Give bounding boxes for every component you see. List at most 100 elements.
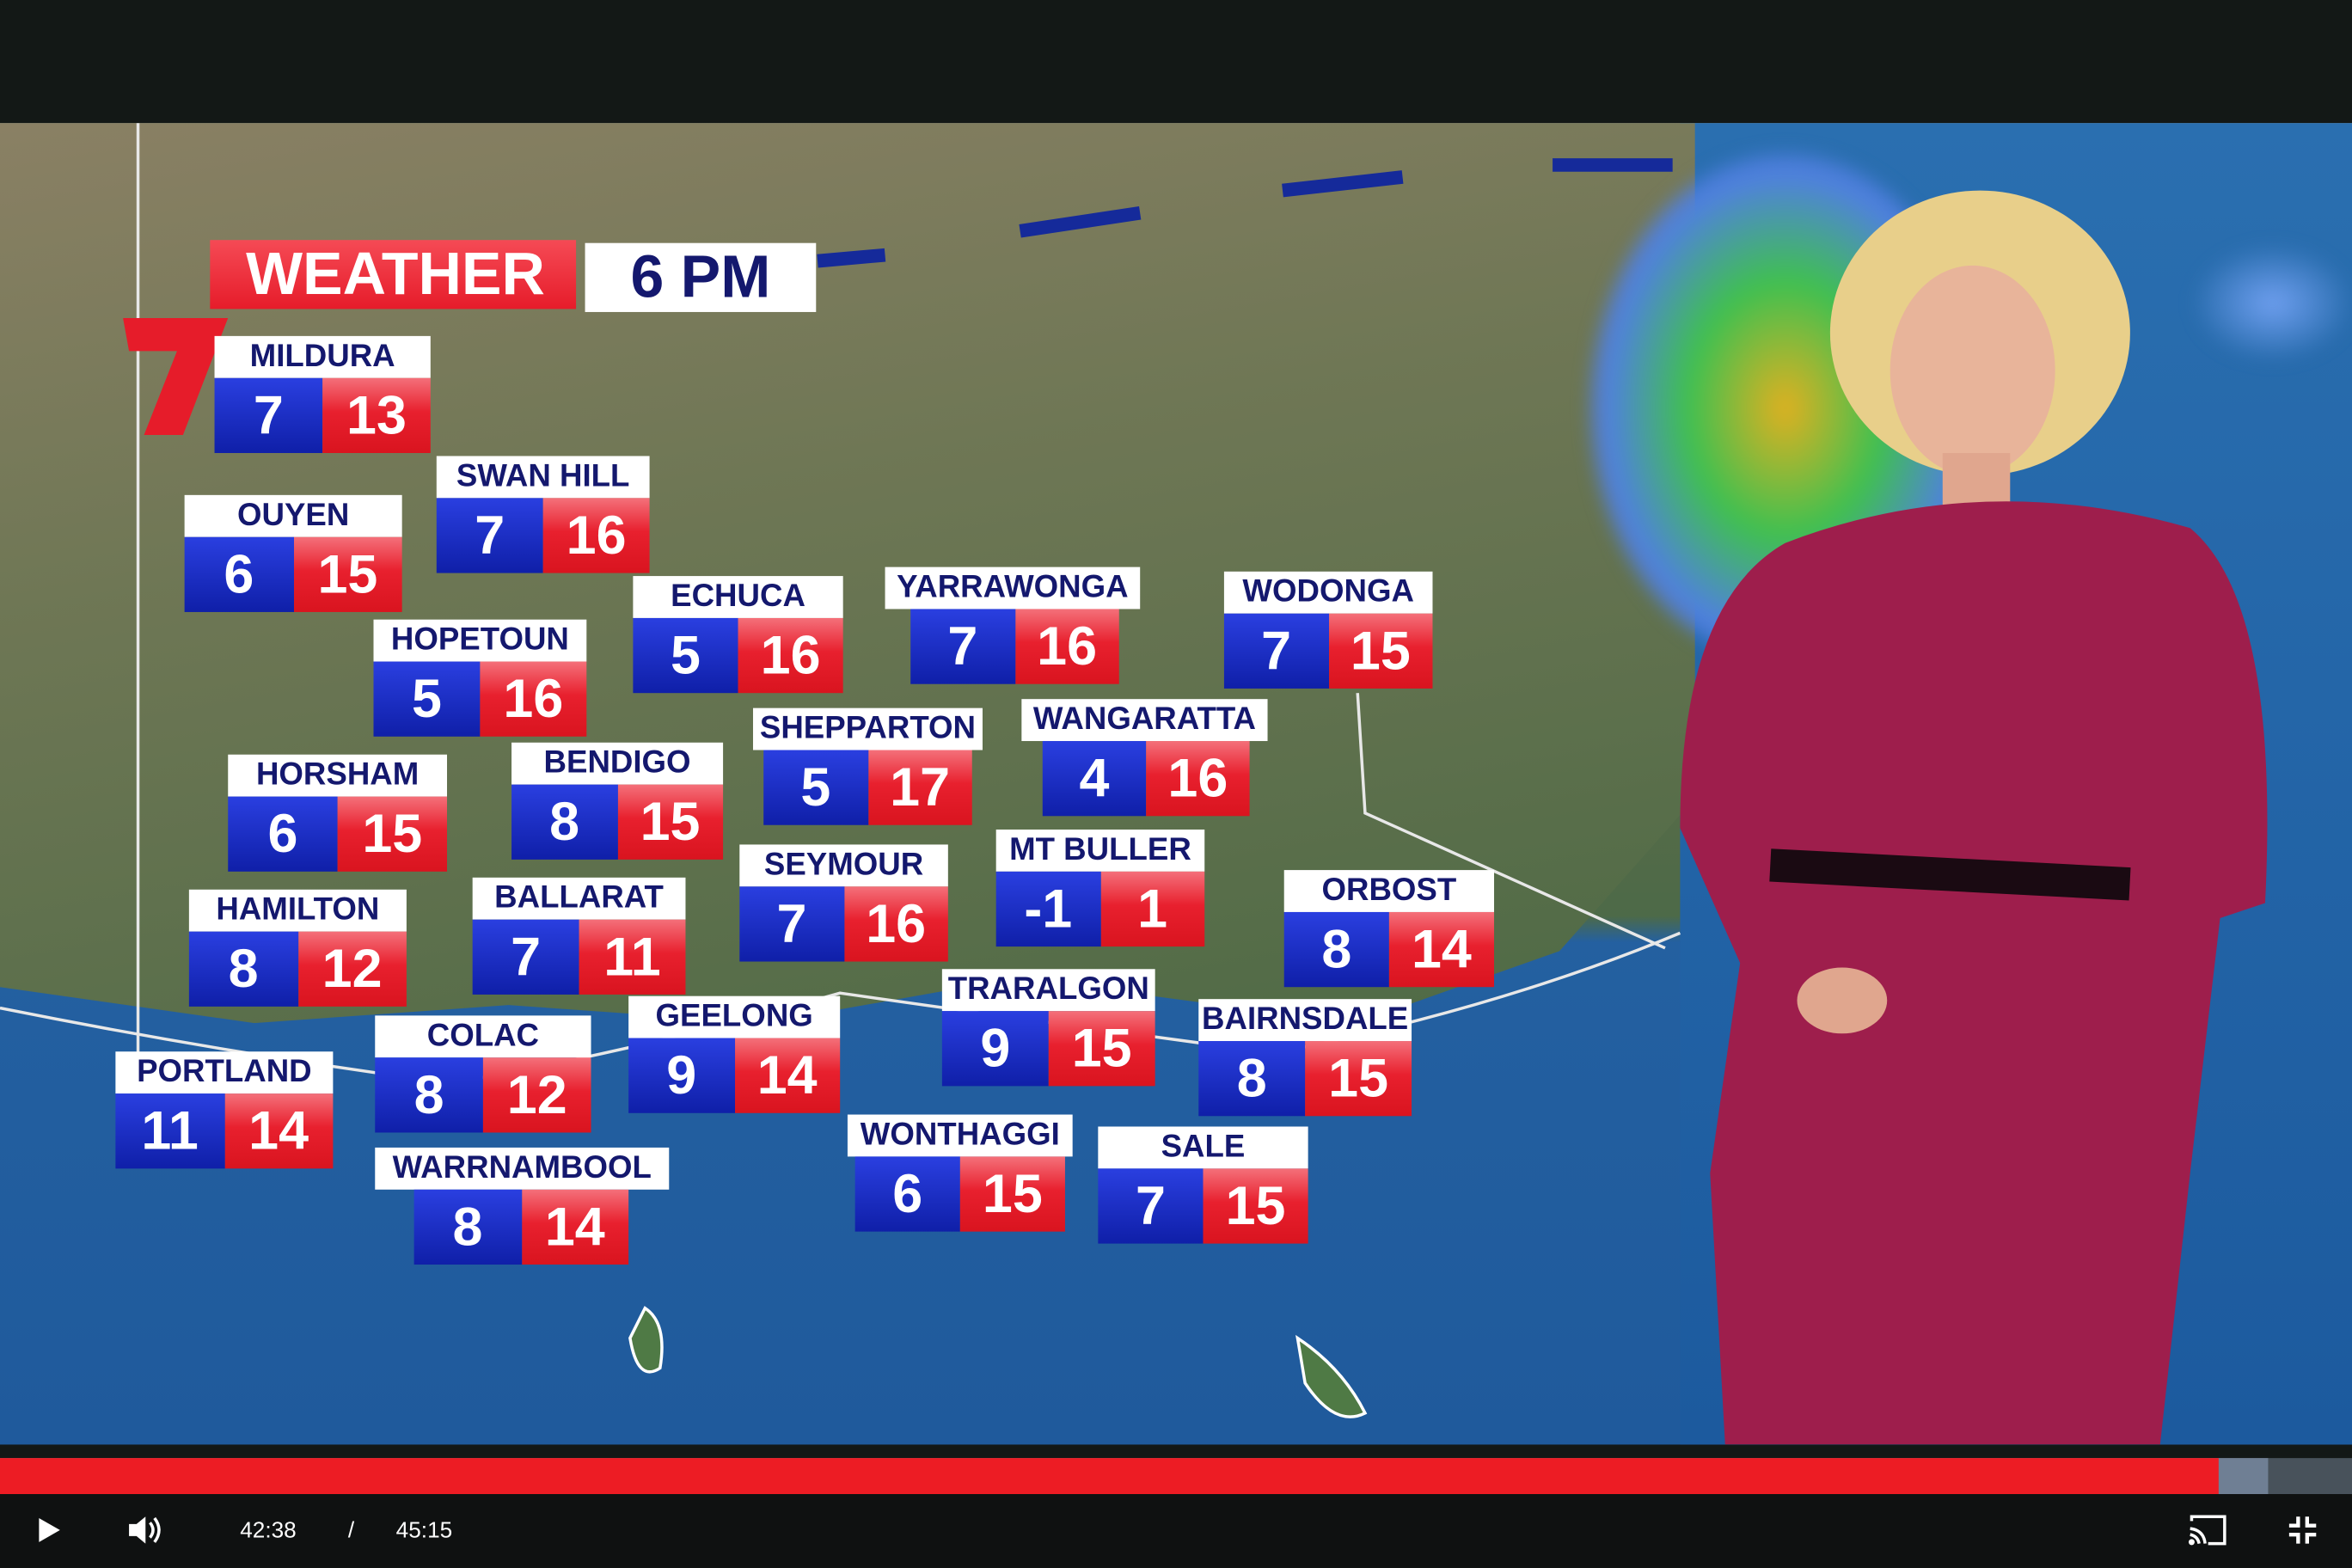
town-label: HOPETOUN bbox=[373, 619, 587, 662]
max-temp: 1 bbox=[1099, 871, 1205, 947]
temperature-row: 6 15 bbox=[184, 536, 402, 612]
town-label: GEELONG bbox=[628, 995, 841, 1038]
town-label: COLAC bbox=[375, 1015, 591, 1058]
play-icon[interactable] bbox=[36, 1515, 63, 1551]
min-temp: 4 bbox=[1042, 741, 1147, 817]
temperature-row: 7 15 bbox=[1223, 613, 1433, 689]
temperature-row: 7 16 bbox=[910, 609, 1119, 684]
temperature-row: 7 13 bbox=[214, 377, 431, 453]
radar-rain bbox=[2190, 242, 2352, 364]
forecast-time: 6 PM bbox=[585, 242, 817, 312]
max-temp: 12 bbox=[482, 1057, 591, 1133]
min-temp: 6 bbox=[854, 1156, 960, 1232]
max-temp: 15 bbox=[1305, 1041, 1412, 1117]
temperature-row: 8 12 bbox=[188, 931, 407, 1007]
weather-banner-title: WEATHER bbox=[210, 240, 577, 309]
temperature-row: 7 11 bbox=[472, 919, 686, 995]
town-label: SHEPPARTON bbox=[752, 707, 983, 750]
time-separator: / bbox=[347, 1517, 355, 1544]
temperature-row: 9 15 bbox=[941, 1011, 1155, 1087]
town-label: SALE bbox=[1098, 1126, 1308, 1169]
min-temp: 8 bbox=[375, 1057, 483, 1133]
temperature-row: 8 14 bbox=[1283, 911, 1495, 988]
town-label: ECHUCA bbox=[633, 576, 843, 618]
town-label: BENDIGO bbox=[511, 742, 724, 785]
min-temp: 7 bbox=[214, 377, 323, 453]
max-temp: 14 bbox=[224, 1093, 334, 1169]
town-label: MILDURA bbox=[214, 335, 431, 378]
max-temp: 14 bbox=[521, 1189, 629, 1265]
max-temp: 14 bbox=[1388, 911, 1495, 988]
max-temp: 15 bbox=[617, 784, 724, 860]
min-temp: 7 bbox=[739, 886, 844, 962]
temperature-row: -1 1 bbox=[995, 871, 1205, 947]
temperature-row: 6 15 bbox=[228, 796, 448, 872]
town-label: BALLARAT bbox=[472, 877, 686, 920]
min-temp: 6 bbox=[184, 536, 294, 612]
temperature-row: 7 16 bbox=[436, 498, 650, 573]
temperature-row: 7 15 bbox=[1098, 1168, 1308, 1244]
max-temp: 16 bbox=[843, 886, 948, 962]
min-temp: 5 bbox=[633, 617, 738, 694]
town-label: ORBOST bbox=[1283, 870, 1495, 912]
temperature-row: 11 14 bbox=[115, 1093, 334, 1169]
max-temp: 16 bbox=[1146, 741, 1250, 817]
min-temp: 7 bbox=[472, 919, 579, 995]
min-temp: 8 bbox=[511, 784, 618, 860]
temperature-row: 5 16 bbox=[373, 661, 587, 737]
town-label: WARRNAMBOOL bbox=[375, 1147, 670, 1190]
max-temp: 12 bbox=[297, 931, 407, 1007]
max-temp: 14 bbox=[734, 1038, 841, 1113]
cast-icon[interactable] bbox=[2187, 1514, 2229, 1553]
max-temp: 16 bbox=[1014, 609, 1119, 684]
min-temp: 8 bbox=[188, 931, 298, 1007]
played-range bbox=[0, 1458, 2219, 1495]
min-temp: 8 bbox=[413, 1189, 522, 1265]
min-temp: 8 bbox=[1198, 1041, 1306, 1117]
max-temp: 15 bbox=[1203, 1168, 1308, 1244]
exit-fullscreen-icon[interactable] bbox=[2286, 1514, 2318, 1553]
min-temp: 11 bbox=[115, 1093, 224, 1169]
volume-icon[interactable] bbox=[126, 1512, 165, 1554]
town-label: SEYMOUR bbox=[739, 844, 948, 887]
min-temp: 9 bbox=[941, 1011, 1049, 1087]
max-temp: 15 bbox=[337, 796, 448, 872]
max-temp: 16 bbox=[480, 661, 587, 737]
town-label: WONTHAGGI bbox=[847, 1114, 1073, 1157]
temperature-row: 7 16 bbox=[739, 886, 948, 962]
duration: 45:15 bbox=[395, 1517, 453, 1544]
temperature-row: 8 12 bbox=[375, 1057, 591, 1133]
max-temp: 13 bbox=[322, 377, 431, 453]
town-label: SWAN HILL bbox=[436, 456, 650, 499]
max-temp: 17 bbox=[867, 750, 972, 825]
min-temp: 8 bbox=[1283, 911, 1389, 988]
current-time: 42:38 bbox=[240, 1517, 297, 1544]
max-temp: 16 bbox=[542, 498, 650, 573]
presenter bbox=[1680, 190, 2268, 1445]
progress-bar[interactable] bbox=[0, 1458, 2352, 1495]
min-temp: 7 bbox=[1098, 1168, 1204, 1244]
temperature-row: 8 14 bbox=[413, 1189, 629, 1265]
town-label: MT BULLER bbox=[995, 829, 1205, 872]
temperature-row: 8 15 bbox=[511, 784, 724, 860]
control-bar: 42:38 / 45:15 bbox=[0, 1494, 2352, 1568]
min-temp: 7 bbox=[910, 609, 1015, 684]
min-temp: 7 bbox=[436, 498, 543, 573]
max-temp: 15 bbox=[1048, 1011, 1155, 1087]
min-temp: 7 bbox=[1223, 613, 1329, 689]
max-temp: 15 bbox=[959, 1156, 1065, 1232]
max-temp: 16 bbox=[738, 617, 843, 694]
min-temp: -1 bbox=[995, 871, 1100, 947]
temperature-row: 9 14 bbox=[628, 1038, 841, 1113]
town-label: YARRAWONGA bbox=[885, 567, 1141, 609]
town-label: HORSHAM bbox=[228, 754, 448, 797]
weather-broadcast-video[interactable] bbox=[0, 123, 2352, 1445]
town-label: PORTLAND bbox=[115, 1051, 334, 1094]
min-temp: 5 bbox=[763, 750, 868, 825]
town-label: WODONGA bbox=[1223, 571, 1433, 614]
temperature-row: 8 15 bbox=[1198, 1041, 1412, 1117]
temperature-row: 5 16 bbox=[633, 617, 843, 694]
max-temp: 15 bbox=[1328, 613, 1433, 689]
seven-logo bbox=[123, 317, 229, 445]
min-temp: 6 bbox=[228, 796, 338, 872]
